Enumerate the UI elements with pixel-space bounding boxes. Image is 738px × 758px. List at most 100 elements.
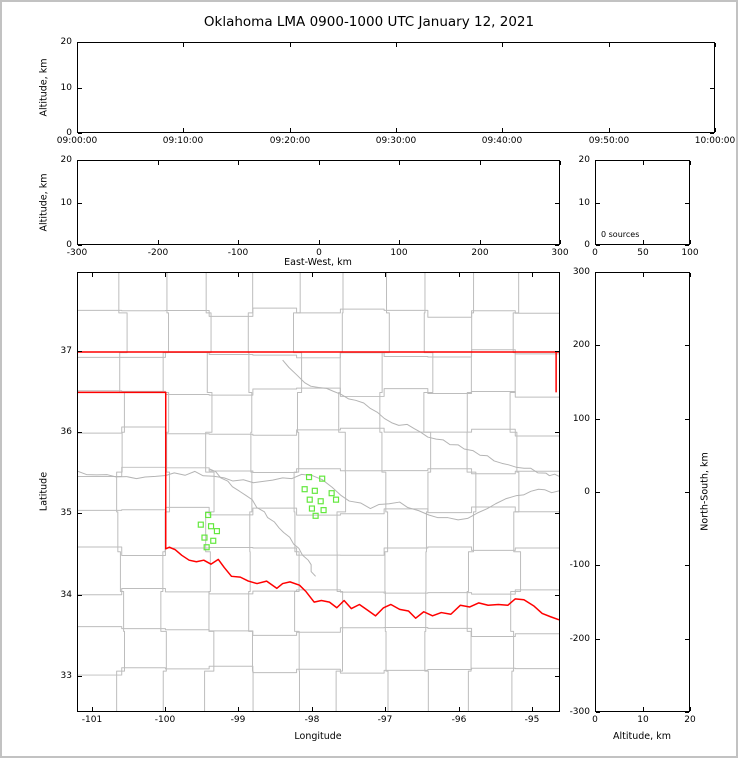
axis-tick-mark — [685, 272, 689, 273]
source-marker — [332, 496, 340, 503]
axis-tick-mark — [502, 128, 503, 132]
source-marker — [305, 473, 313, 481]
axis-tick-mark — [165, 273, 166, 277]
axis-tick-mark — [238, 161, 239, 165]
source-marker — [312, 512, 319, 519]
x-tick-label: 0 — [316, 248, 322, 258]
axis-tick-mark — [165, 707, 166, 711]
axis-tick-mark — [609, 43, 610, 47]
axis-tick-mark — [710, 88, 714, 89]
axis-tick-mark — [78, 133, 82, 134]
axis-tick-mark — [480, 161, 481, 165]
source-marker — [301, 486, 308, 493]
y-tick-label: 100 — [572, 414, 590, 424]
source-marker — [213, 528, 221, 535]
y-tick-label: 0 — [584, 487, 590, 497]
x-tick-label: 0 — [592, 715, 598, 725]
axis-tick-mark — [459, 273, 460, 277]
altitude-histogram-panel — [595, 160, 690, 245]
axis-tick-mark — [77, 161, 78, 165]
axis-tick-mark — [555, 351, 559, 352]
x-tick-label: 100 — [681, 248, 699, 258]
axis-tick-mark — [77, 128, 78, 132]
time-altitude-panel — [77, 42, 715, 133]
axis-tick-mark — [77, 240, 78, 244]
y-tick-label: 35 — [60, 508, 72, 518]
x-tick-label: -96 — [451, 715, 467, 725]
axis-tick-mark — [596, 345, 600, 346]
axis-tick-mark — [78, 676, 82, 677]
axis-tick-mark — [78, 42, 82, 43]
axis-tick-mark — [685, 245, 689, 246]
axis-tick-mark — [643, 707, 644, 711]
axis-tick-mark — [685, 565, 689, 566]
axis-tick-mark — [319, 161, 320, 165]
axis-tick-mark — [78, 351, 82, 352]
y-tick-label: 10 — [578, 198, 590, 208]
y-tick-label: 10 — [60, 198, 72, 208]
axis-tick-mark — [560, 240, 561, 244]
river-lines — [78, 359, 559, 577]
source-marker — [197, 521, 204, 528]
map-x-axis-label: Longitude — [294, 731, 342, 742]
source-marker — [207, 523, 215, 530]
axis-tick-mark — [596, 272, 600, 273]
axis-tick-mark — [385, 707, 386, 711]
x-tick-label: 100 — [390, 248, 408, 258]
y-tick-label: 20 — [60, 37, 72, 47]
y-tick-label: 0 — [66, 128, 72, 138]
axis-tick-mark — [690, 161, 691, 165]
axis-tick-mark — [595, 707, 596, 711]
source-count-label: 0 sources — [601, 230, 640, 239]
axis-tick-mark — [78, 513, 82, 514]
east-west-altitude-panel — [77, 160, 560, 245]
axis-tick-mark — [609, 128, 610, 132]
axis-tick-mark — [596, 245, 600, 246]
axis-tick-mark — [238, 707, 239, 711]
ns-panel-y-axis-label: North-South, km — [699, 452, 711, 531]
axis-tick-mark — [238, 273, 239, 277]
x-tick-label: -101 — [81, 715, 103, 725]
x-tick-label: 10 — [637, 715, 649, 725]
axis-tick-mark — [710, 42, 714, 43]
map-y-axis-label: Latitude — [38, 471, 50, 512]
x-tick-label: -100 — [227, 248, 249, 258]
axis-tick-mark — [555, 245, 559, 246]
x-tick-label: 300 — [551, 248, 569, 258]
axis-tick-mark — [77, 43, 78, 47]
map-svg — [78, 273, 559, 711]
axis-tick-mark — [595, 161, 596, 165]
source-marker — [203, 544, 210, 551]
axis-tick-mark — [595, 273, 596, 277]
axis-tick-mark — [532, 273, 533, 277]
ew-panel-x-axis-label: East-West, km — [284, 257, 352, 268]
axis-tick-mark — [92, 273, 93, 277]
y-tick-label: 36 — [60, 427, 72, 437]
x-tick-label: 09:40:00 — [481, 136, 523, 146]
county-lines — [78, 273, 559, 711]
source-marker — [308, 505, 316, 512]
x-tick-label: 10:00:00 — [694, 136, 736, 146]
axis-tick-mark — [399, 240, 400, 244]
source-marker — [205, 511, 212, 519]
plot-title: Oklahoma LMA 0900-1000 UTC January 12, 2… — [203, 14, 535, 30]
axis-tick-mark — [560, 161, 561, 165]
axis-tick-mark — [685, 419, 689, 420]
north-south-altitude-panel — [595, 272, 690, 712]
source-marker — [317, 498, 324, 505]
axis-tick-mark — [319, 240, 320, 244]
axis-tick-mark — [596, 419, 600, 420]
axis-tick-mark — [312, 273, 313, 277]
axis-tick-mark — [690, 707, 691, 711]
ns-panel-x-axis-label: Altitude, km — [613, 731, 671, 742]
axis-tick-mark — [459, 707, 460, 711]
axis-tick-mark — [685, 160, 689, 161]
y-tick-label: -200 — [569, 634, 590, 644]
x-tick-label: 50 — [637, 248, 649, 258]
x-tick-label: -200 — [147, 248, 169, 258]
axis-tick-mark — [643, 161, 644, 165]
axis-tick-mark — [78, 432, 82, 433]
axis-tick-mark — [596, 639, 600, 640]
axis-tick-mark — [78, 88, 82, 89]
